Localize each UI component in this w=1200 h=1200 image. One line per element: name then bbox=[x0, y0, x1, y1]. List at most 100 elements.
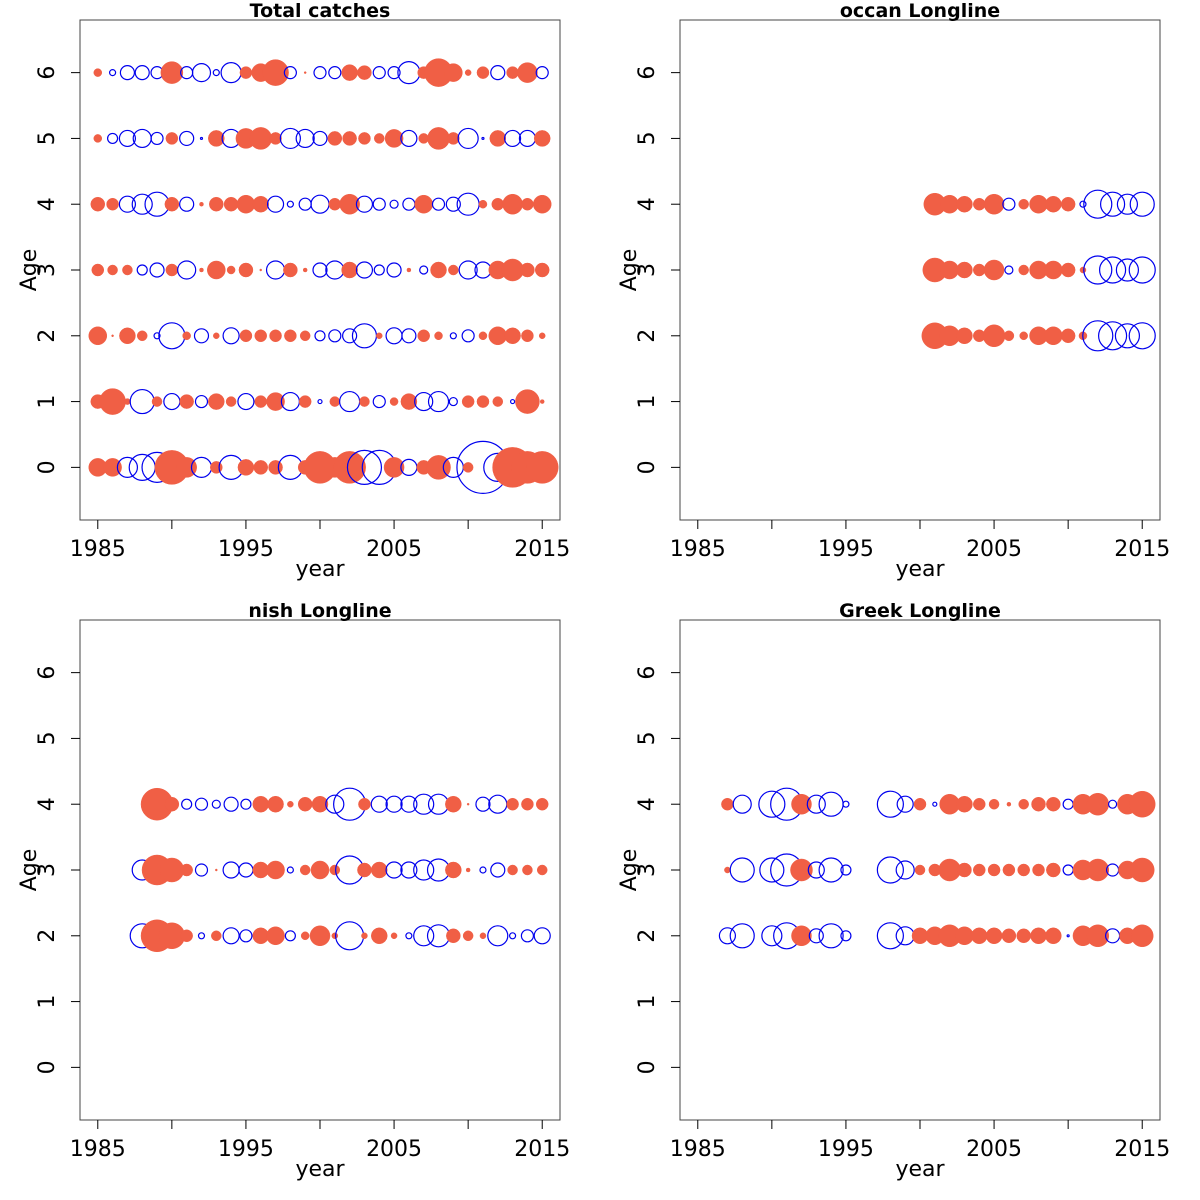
bubble-positive bbox=[539, 399, 545, 404]
x-axis-label: year bbox=[295, 557, 345, 582]
bubble-positive bbox=[417, 329, 430, 343]
bubble-positive bbox=[297, 796, 313, 812]
bubble-positive bbox=[790, 858, 813, 882]
bubble-positive bbox=[956, 327, 973, 345]
bubble-negative bbox=[842, 800, 850, 808]
bubble-positive bbox=[179, 394, 194, 409]
bubble-positive bbox=[520, 262, 535, 278]
y-tick-label: 4 bbox=[635, 197, 660, 211]
bubble-negative bbox=[449, 332, 457, 340]
bubble-negative bbox=[385, 327, 403, 345]
bubble-positive bbox=[239, 66, 253, 79]
y-tick-label: 2 bbox=[635, 329, 660, 343]
bubble-positive bbox=[466, 802, 470, 806]
bubble-negative bbox=[150, 131, 164, 146]
bubble-positive bbox=[239, 329, 253, 343]
bubble-negative bbox=[759, 857, 785, 883]
bubble-positive bbox=[1019, 331, 1028, 341]
bubble-positive bbox=[461, 395, 475, 408]
bubble-negative bbox=[239, 929, 253, 943]
bubble-negative bbox=[932, 801, 938, 807]
bubble-positive bbox=[426, 455, 451, 480]
x-axis-label: year bbox=[895, 1157, 945, 1182]
bubble-positive bbox=[164, 796, 180, 812]
bubble-positive bbox=[300, 931, 310, 941]
y-tick-label: 2 bbox=[635, 929, 660, 943]
bubble-positive bbox=[913, 797, 927, 811]
bubble-negative bbox=[488, 794, 508, 814]
bubble-negative bbox=[158, 322, 186, 350]
bubble-negative bbox=[298, 197, 312, 211]
bubble-negative bbox=[223, 796, 239, 812]
bubble-positive bbox=[521, 197, 534, 211]
bubble-negative bbox=[1128, 256, 1156, 284]
bubble-positive bbox=[180, 863, 193, 877]
bubble-negative bbox=[131, 193, 153, 215]
bubble-negative bbox=[149, 262, 165, 278]
bubble-negative bbox=[479, 866, 487, 874]
bubble-positive bbox=[538, 332, 546, 340]
panel-title: Total catches bbox=[250, 0, 391, 22]
bubble-positive bbox=[462, 462, 474, 473]
bubble-negative bbox=[134, 65, 150, 81]
bubble-layer bbox=[718, 787, 1156, 950]
bubble-negative bbox=[372, 66, 386, 80]
bubble-negative bbox=[1083, 255, 1113, 285]
y-tick-label: 5 bbox=[35, 131, 60, 145]
bubble-negative bbox=[509, 398, 516, 405]
bubble-positive bbox=[478, 331, 488, 341]
x-tick-label: 1995 bbox=[218, 1137, 274, 1162]
bubble-negative bbox=[385, 795, 403, 813]
bubble-negative bbox=[237, 392, 255, 411]
bubble-positive bbox=[93, 134, 103, 143]
bubble-negative bbox=[116, 456, 139, 478]
bubble-positive bbox=[151, 396, 163, 407]
bubble-negative bbox=[413, 793, 435, 815]
bubble-negative bbox=[1097, 321, 1128, 351]
y-tick-label: 1 bbox=[635, 395, 660, 409]
bubble-positive bbox=[721, 797, 734, 811]
bubble-positive bbox=[985, 927, 1003, 945]
bubble-positive bbox=[259, 268, 262, 272]
bubble-negative bbox=[220, 62, 242, 84]
bubble-negative bbox=[1082, 320, 1114, 352]
bubble-negative bbox=[400, 795, 418, 813]
bubble-positive bbox=[983, 193, 1005, 215]
bubble-negative bbox=[286, 200, 294, 208]
bubble-positive bbox=[462, 930, 474, 942]
bubble-positive bbox=[1130, 924, 1154, 948]
bubble-positive bbox=[1018, 798, 1029, 810]
bubble-positive bbox=[973, 263, 986, 277]
y-tick-label: 0 bbox=[635, 460, 660, 474]
bubble-negative bbox=[520, 929, 535, 943]
bubble-positive bbox=[914, 864, 926, 876]
bubble-negative bbox=[761, 925, 783, 947]
bubble-negative bbox=[370, 795, 388, 813]
bubble-negative bbox=[312, 130, 328, 147]
bubble-positive bbox=[122, 264, 133, 276]
bubble-negative bbox=[284, 930, 296, 942]
bubble-negative bbox=[212, 69, 220, 77]
x-axis-label: year bbox=[295, 1157, 345, 1182]
bubble-positive bbox=[955, 926, 974, 946]
bubble-negative bbox=[222, 927, 240, 945]
bubble-positive bbox=[262, 59, 289, 86]
bubble-positive bbox=[418, 133, 429, 144]
bubble-negative bbox=[1066, 934, 1070, 938]
bubble-negative bbox=[286, 866, 294, 874]
bubble-positive bbox=[445, 795, 462, 813]
x-tick-label: 1995 bbox=[818, 1137, 874, 1162]
bubble-layer bbox=[921, 189, 1156, 352]
bubble-positive bbox=[160, 61, 184, 84]
bubble-positive bbox=[414, 194, 433, 214]
bubble-negative bbox=[533, 927, 551, 945]
bubble-positive bbox=[1086, 792, 1110, 816]
bubble-positive bbox=[253, 460, 268, 475]
bubble-positive bbox=[269, 329, 282, 343]
y-tick-label: 0 bbox=[35, 460, 60, 474]
bubble-negative bbox=[1114, 323, 1141, 349]
bubble-positive bbox=[252, 795, 269, 813]
bubble-negative bbox=[895, 860, 915, 880]
bubble-positive bbox=[309, 925, 331, 947]
bubble-positive bbox=[515, 389, 540, 414]
